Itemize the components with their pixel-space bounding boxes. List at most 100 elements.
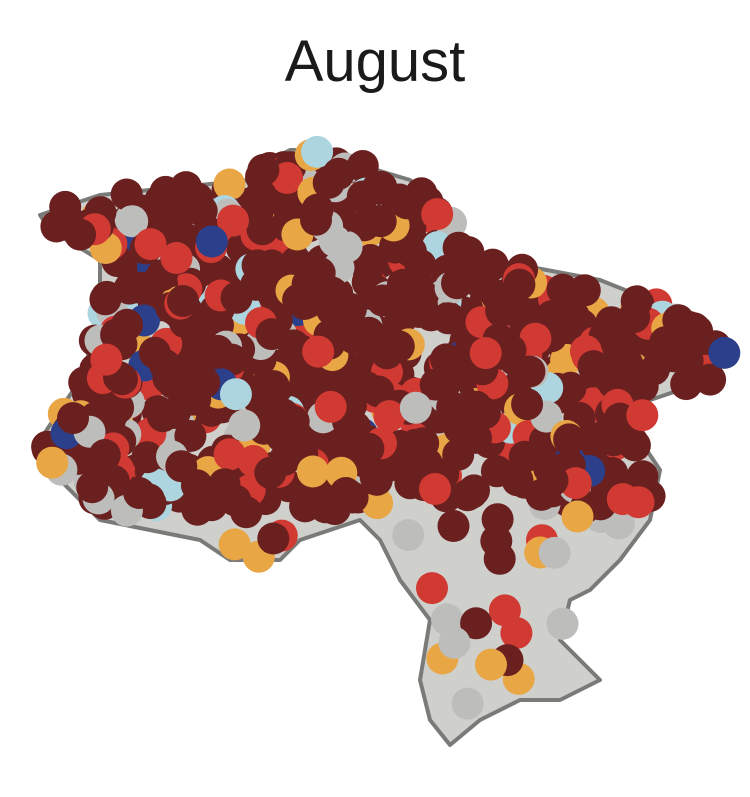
station-dot: [167, 285, 199, 317]
station-dot: [134, 228, 167, 261]
station-dot: [694, 363, 727, 396]
station-dot: [460, 421, 492, 454]
station-dot: [218, 528, 251, 561]
station-dot: [441, 267, 473, 300]
map-title: August: [284, 29, 466, 94]
station-dot: [350, 371, 383, 404]
station-dot: [131, 441, 164, 474]
station-dot: [662, 304, 695, 337]
station-dot: [88, 439, 121, 471]
station-dot: [309, 491, 342, 524]
station-dot: [254, 456, 287, 489]
station-dot: [354, 244, 387, 276]
station-dot: [188, 366, 221, 399]
station-dot: [599, 331, 632, 363]
station-dot: [219, 378, 252, 411]
station-dot: [95, 399, 128, 432]
station-dot: [346, 180, 379, 213]
station-dot: [300, 203, 332, 236]
station-dot: [361, 487, 394, 520]
station-dot: [90, 343, 123, 376]
station-dot: [228, 409, 261, 442]
station-dot: [606, 483, 639, 516]
station-dot: [257, 522, 290, 555]
station-dot: [359, 461, 392, 494]
station-dot: [382, 330, 415, 363]
station-dot: [451, 687, 484, 720]
station-dot: [536, 464, 569, 497]
station-dot: [213, 168, 246, 201]
station-dot: [352, 432, 385, 465]
station-dot: [626, 399, 659, 432]
station-dot: [513, 355, 546, 388]
station-dot: [302, 335, 335, 368]
station-dot: [549, 311, 582, 344]
station-dot: [76, 471, 109, 504]
station-dot: [538, 536, 571, 569]
station-dot: [460, 607, 493, 640]
station-dot: [336, 481, 369, 514]
station-dot: [485, 294, 518, 327]
station-dot: [36, 446, 69, 479]
station-dot: [480, 525, 513, 557]
station-dot: [291, 268, 324, 300]
station-dot: [316, 276, 348, 309]
station-dot: [64, 218, 97, 251]
station-dot: [475, 648, 507, 681]
station-dot: [437, 510, 470, 542]
station-dot: [146, 400, 179, 433]
station-dot: [266, 398, 299, 431]
station-dot: [89, 283, 122, 316]
station-dot: [373, 400, 406, 433]
station-dot: [559, 467, 592, 500]
station-dot: [578, 422, 611, 455]
station-dot: [157, 366, 189, 399]
station-dot: [404, 249, 437, 282]
station-dot: [392, 519, 425, 552]
station-dot: [553, 423, 586, 456]
station-dot: [124, 271, 156, 304]
station-dot: [406, 279, 439, 312]
station-dot: [322, 157, 355, 190]
station-dot: [419, 473, 451, 505]
station-dot: [195, 225, 228, 258]
station-dot: [217, 204, 249, 237]
station-dot: [508, 440, 541, 473]
station-dot: [430, 365, 463, 398]
station-dot: [241, 249, 274, 282]
station-dot: [421, 198, 454, 231]
station-dots: [31, 135, 741, 720]
station-dot: [561, 500, 594, 533]
station-dot: [577, 350, 610, 383]
station-dot: [511, 388, 544, 421]
station-dot: [301, 135, 334, 168]
station-dot: [451, 479, 484, 512]
station-dot: [123, 477, 156, 509]
station-dot: [296, 455, 329, 488]
station-dot: [180, 469, 213, 502]
station-dot: [436, 391, 469, 424]
station-dot: [314, 390, 347, 423]
station-dot: [500, 617, 533, 649]
station-dot: [399, 391, 432, 424]
station-dot: [364, 205, 397, 238]
station-dot: [170, 171, 202, 204]
station-dot: [247, 153, 280, 186]
station-dot: [626, 370, 659, 403]
station-dot: [174, 420, 207, 452]
station-dot: [160, 242, 193, 274]
station-dot: [220, 281, 253, 314]
station-dot: [546, 607, 579, 640]
station-dot: [671, 332, 704, 364]
station-dot: [468, 397, 501, 430]
station-dot: [213, 438, 246, 471]
station-dot: [432, 302, 465, 335]
station-dot: [57, 402, 89, 435]
station-dot: [438, 626, 471, 659]
station-dot: [181, 493, 214, 526]
station-dot: [116, 205, 149, 238]
station-dot: [416, 572, 448, 605]
station-dot: [255, 318, 288, 351]
station-dot: [244, 179, 277, 212]
